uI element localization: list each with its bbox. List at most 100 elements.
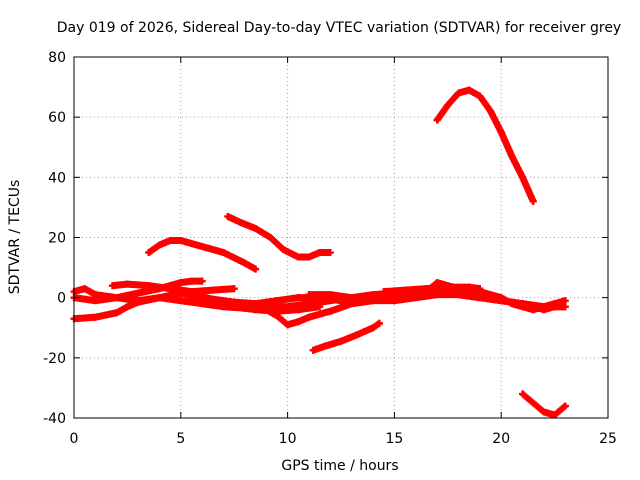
data-point bbox=[326, 307, 334, 315]
y-tick-label: 60 bbox=[48, 110, 66, 126]
x-tick-label: 0 bbox=[70, 431, 79, 447]
data-point bbox=[561, 297, 569, 305]
data-point bbox=[433, 116, 441, 124]
data-points bbox=[70, 86, 569, 419]
y-tick-label: 80 bbox=[48, 50, 66, 66]
data-point bbox=[422, 285, 430, 293]
data-point bbox=[369, 324, 377, 332]
series-track-5 bbox=[309, 319, 383, 354]
data-point bbox=[241, 259, 249, 267]
data-point bbox=[529, 197, 537, 205]
data-point bbox=[91, 297, 99, 305]
data-point bbox=[309, 346, 317, 354]
data-point bbox=[209, 286, 217, 294]
data-point bbox=[551, 411, 559, 419]
data-point bbox=[433, 286, 441, 294]
series-track-1 bbox=[145, 237, 260, 273]
data-point bbox=[454, 291, 462, 299]
chart-title: Day 019 of 2026, Sidereal Day-to-day VTE… bbox=[57, 20, 621, 36]
data-point bbox=[294, 306, 302, 314]
x-tick-label: 20 bbox=[492, 431, 510, 447]
data-point bbox=[375, 319, 383, 327]
data-point bbox=[198, 277, 206, 285]
data-point bbox=[198, 243, 206, 251]
data-point bbox=[284, 321, 292, 329]
data-point bbox=[305, 253, 313, 261]
data-point bbox=[230, 285, 238, 293]
data-point bbox=[177, 279, 185, 287]
data-point bbox=[294, 253, 302, 261]
data-point bbox=[476, 294, 484, 302]
data-point bbox=[326, 249, 334, 257]
data-point bbox=[401, 294, 409, 302]
data-point bbox=[390, 297, 398, 305]
data-point bbox=[380, 288, 388, 296]
x-tick-label: 5 bbox=[176, 431, 185, 447]
y-tick-label: 20 bbox=[48, 231, 66, 247]
data-point bbox=[145, 282, 153, 290]
data-point bbox=[508, 152, 516, 160]
data-point bbox=[91, 313, 99, 321]
data-point bbox=[273, 297, 281, 305]
series-track-11 bbox=[230, 303, 324, 315]
data-point bbox=[369, 291, 377, 299]
x-axis-label: GPS time / hours bbox=[281, 458, 398, 474]
data-point bbox=[155, 294, 163, 302]
data-point bbox=[230, 303, 238, 311]
data-point bbox=[305, 291, 313, 299]
data-point bbox=[123, 280, 131, 288]
data-point bbox=[412, 294, 420, 302]
series-track-10 bbox=[187, 291, 366, 308]
data-point bbox=[177, 237, 185, 245]
data-point bbox=[113, 309, 121, 317]
data-point bbox=[220, 303, 228, 311]
series-track-2 bbox=[224, 212, 334, 261]
series-track-3 bbox=[433, 86, 537, 205]
data-point bbox=[220, 249, 228, 257]
ticks: 0 5 10 15 20 25 -40 -20 0 20 40 60 80 bbox=[43, 50, 617, 447]
gridlines bbox=[74, 57, 608, 418]
data-point bbox=[401, 286, 409, 294]
x-tick-label: 25 bbox=[599, 431, 617, 447]
data-point bbox=[155, 241, 163, 249]
data-point bbox=[519, 173, 527, 181]
data-point bbox=[209, 295, 217, 303]
marker-trail bbox=[145, 237, 260, 273]
data-point bbox=[476, 288, 484, 296]
data-point bbox=[561, 303, 569, 311]
data-point bbox=[529, 399, 537, 407]
series-track-4 bbox=[519, 390, 569, 419]
x-tick-label: 10 bbox=[279, 431, 297, 447]
data-point bbox=[519, 390, 527, 398]
data-point bbox=[476, 92, 484, 100]
y-tick-label: -40 bbox=[43, 411, 66, 427]
data-point bbox=[187, 277, 195, 285]
data-point bbox=[454, 89, 462, 97]
data-point bbox=[433, 279, 441, 287]
data-point bbox=[252, 224, 260, 232]
data-point bbox=[166, 285, 174, 293]
data-point bbox=[444, 282, 452, 290]
y-tick-label: 40 bbox=[48, 170, 66, 186]
data-point bbox=[465, 86, 473, 94]
data-point bbox=[91, 291, 99, 299]
data-point bbox=[497, 128, 505, 136]
data-point bbox=[444, 101, 452, 109]
data-point bbox=[497, 297, 505, 305]
data-point bbox=[294, 318, 302, 326]
data-point bbox=[487, 107, 495, 115]
data-point bbox=[305, 313, 313, 321]
x-tick-label: 15 bbox=[385, 431, 403, 447]
data-point bbox=[252, 265, 260, 273]
data-point bbox=[81, 285, 89, 293]
data-point bbox=[454, 285, 462, 293]
data-point bbox=[551, 303, 559, 311]
data-point bbox=[352, 331, 360, 339]
data-point bbox=[412, 288, 420, 296]
series-track-15 bbox=[390, 285, 569, 314]
data-point bbox=[561, 402, 569, 410]
y-tick-label: -20 bbox=[43, 351, 66, 367]
data-point bbox=[294, 294, 302, 302]
data-point bbox=[369, 297, 377, 305]
